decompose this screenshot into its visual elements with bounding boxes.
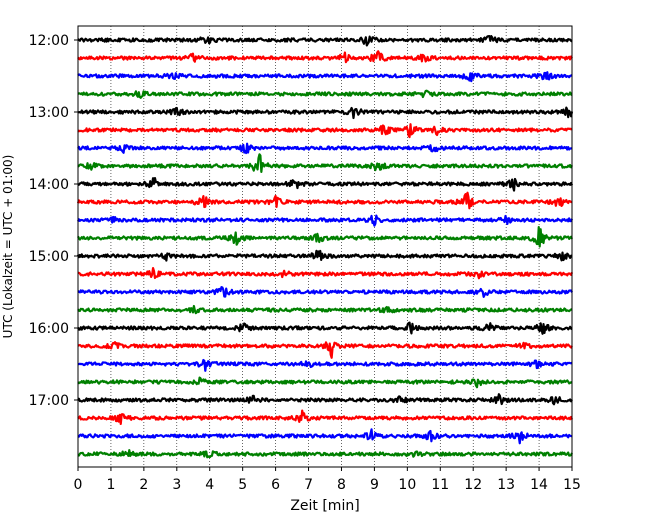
x-tick-label: 9 — [370, 477, 379, 493]
seismogram-trace — [77, 449, 573, 459]
seismogram-trace — [77, 286, 573, 298]
seismogram-trace — [77, 225, 574, 248]
x-tick-label: 14 — [530, 477, 548, 493]
seismogram-trace — [77, 106, 574, 120]
seismogram-trace — [77, 393, 573, 406]
y-tick-label: 16:00 — [29, 321, 69, 337]
x-tick-label: 2 — [139, 477, 148, 493]
seismogram-trace — [77, 50, 573, 64]
seismogram-traces — [76, 34, 574, 459]
y-tick-label: 13:00 — [29, 105, 69, 121]
seismogram-trace — [77, 89, 573, 99]
seismogram-trace — [77, 428, 573, 445]
seismogram-trace — [77, 409, 574, 426]
x-tick-label: 0 — [74, 477, 83, 493]
x-axis-label: Zeit [min] — [290, 498, 359, 514]
x-tick-label: 8 — [337, 477, 346, 493]
x-tick-label: 10 — [398, 477, 416, 493]
plot-frame — [77, 25, 573, 468]
seismogram-trace — [77, 267, 574, 280]
seismogram-trace — [77, 153, 573, 174]
y-tick-label: 17:00 — [29, 393, 69, 409]
x-tick-label: 6 — [271, 477, 280, 493]
axis-ticks: 0 1 2 3 4 5 6 7 8 9 10 11 12 13 14 1512:0013:0014:0015:… — [29, 33, 581, 493]
seismogram-trace — [77, 341, 573, 359]
x-tick-label: 11 — [431, 477, 449, 493]
seismogram-trace — [76, 191, 573, 210]
seismogram-trace — [77, 142, 573, 155]
seismogram-trace — [76, 214, 574, 227]
seismogram-trace — [77, 71, 573, 83]
y-tick-label: 15:00 — [29, 249, 69, 265]
x-tick-label: 13 — [497, 477, 515, 493]
seismogram-trace — [77, 123, 573, 139]
x-tick-label: 15 — [563, 477, 581, 493]
x-tick-label: 12 — [464, 477, 482, 493]
x-tick-label: 3 — [172, 477, 181, 493]
x-tick-label: 4 — [205, 477, 214, 493]
seismogram-trace — [77, 34, 573, 47]
x-tick-label: 1 — [106, 477, 115, 493]
y-tick-label: 12:00 — [29, 33, 69, 49]
y-tick-label: 14:00 — [29, 177, 69, 193]
x-tick-label: 5 — [238, 477, 247, 493]
seismogram-trace — [76, 249, 573, 262]
y-axis-label: UTC (Lokalzeit = UTC + 01:00) — [1, 155, 15, 339]
seismogram-trace — [77, 358, 573, 372]
seismogram-trace — [77, 176, 574, 192]
x-tick-label: 7 — [304, 477, 313, 493]
seismogram-trace — [77, 304, 573, 315]
seismogram-trace — [76, 321, 573, 335]
seismogram-trace — [77, 376, 573, 389]
